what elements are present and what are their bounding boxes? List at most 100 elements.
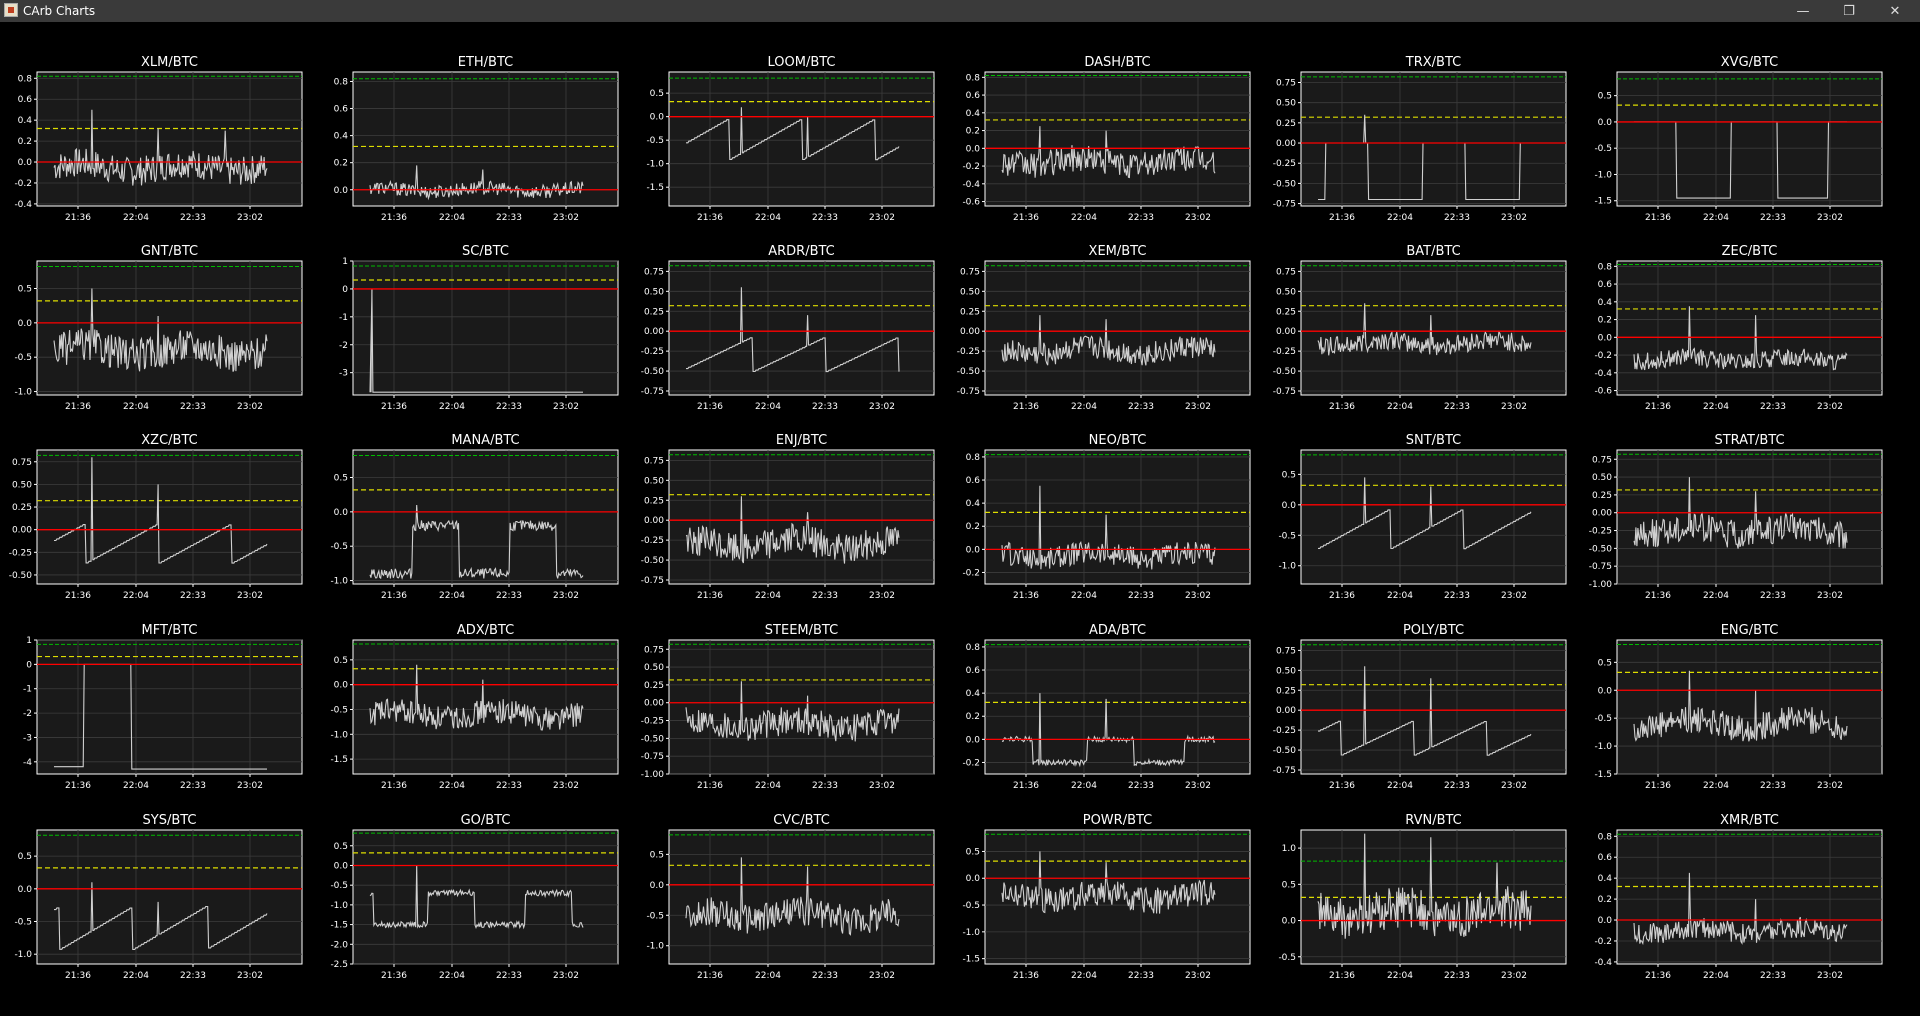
x-tick-label: 22:04 xyxy=(1703,971,1729,981)
chart-steem-btc: STEEM/BTC 0.75 0.50 0.25 0.00 -0.25 -0.50 -0.75… xyxy=(641,623,935,791)
y-tick-label: 0.25 xyxy=(644,496,664,506)
maximize-button[interactable]: ❐ xyxy=(1843,3,1855,19)
y-tick-label: 0.50 xyxy=(960,287,980,297)
x-tick-label: 23:02 xyxy=(1185,591,1211,601)
y-tick-label: 0.00 xyxy=(960,327,980,337)
y-tick-label: -2.0 xyxy=(330,940,348,950)
chart-title: STEEM/BTC xyxy=(765,623,838,638)
y-tick-label: -0.50 xyxy=(1273,367,1297,377)
chart-mft-btc: MFT/BTC 1 0 -1 -2 -3 -4 21:36 22:04 22:33 23:02 xyxy=(23,623,303,791)
y-tick-label: 0.2 xyxy=(1598,316,1612,326)
x-tick-label: 22:33 xyxy=(496,402,522,412)
y-tick-label: -0.4 xyxy=(962,180,980,190)
charts-grid: XLM/BTC 0.8 0.6 0.4 0.2 0.0 -0.2 -0.4 21:36 22:04… xyxy=(9,55,1883,981)
y-tick-label: 0.6 xyxy=(1598,853,1613,863)
plot-area xyxy=(984,260,1251,396)
y-tick-label: 0.0 xyxy=(18,319,33,329)
x-tick-label: 21:36 xyxy=(1329,402,1355,412)
y-tick-label: 0.8 xyxy=(18,74,33,84)
plot-area xyxy=(36,449,303,585)
y-tick-label: 0.6 xyxy=(966,476,981,486)
plot-area xyxy=(1300,71,1567,207)
x-tick-label: 23:02 xyxy=(1817,591,1843,601)
series-line xyxy=(1001,315,1216,366)
x-tick-label: 23:02 xyxy=(1185,971,1211,981)
y-tick-label: 0.8 xyxy=(966,73,981,83)
y-tick-label: 0.75 xyxy=(644,645,664,655)
y-tick-label: -0.50 xyxy=(641,734,665,744)
y-tick-label: 0.00 xyxy=(1592,509,1612,519)
y-tick-label: -0.50 xyxy=(1273,179,1297,189)
x-tick-label: 21:36 xyxy=(697,971,723,981)
series-line xyxy=(369,664,584,731)
x-tick-label: 22:33 xyxy=(1128,591,1154,601)
series-line xyxy=(1001,126,1216,179)
x-tick-label: 22:33 xyxy=(1444,213,1470,223)
y-tick-label: 0.25 xyxy=(644,681,664,691)
y-tick-label: 0.50 xyxy=(1276,666,1296,676)
x-tick-label: 21:36 xyxy=(381,213,407,223)
y-tick-label: 0.0 xyxy=(1598,686,1613,696)
plot-area xyxy=(668,260,935,396)
plot-area xyxy=(984,71,1251,207)
y-tick-label: 0 xyxy=(342,285,348,295)
y-tick-label: 0.0 xyxy=(1282,917,1297,927)
plot-area xyxy=(668,829,935,965)
y-tick-label: -0.2 xyxy=(1594,351,1612,361)
y-tick-label: -1.5 xyxy=(330,755,348,765)
chart-title: POWR/BTC xyxy=(1083,813,1153,828)
chart-title: BAT/BTC xyxy=(1406,244,1460,259)
chart-title: MANA/BTC xyxy=(451,433,519,448)
x-tick-label: 22:04 xyxy=(123,971,149,981)
x-tick-label: 23:02 xyxy=(869,781,895,791)
x-tick-label: 22:04 xyxy=(1387,781,1413,791)
x-tick-label: 22:04 xyxy=(755,213,781,223)
y-tick-label: 0.00 xyxy=(644,699,664,709)
x-tick-label: 22:33 xyxy=(1128,213,1154,223)
x-tick-label: 21:36 xyxy=(1013,213,1039,223)
y-tick-label: 0.0 xyxy=(966,735,981,745)
x-tick-label: 22:04 xyxy=(1071,591,1097,601)
y-tick-label: 0.0 xyxy=(1282,501,1297,511)
y-tick-label: 1 xyxy=(26,636,32,646)
minimize-button[interactable]: — xyxy=(1796,3,1810,19)
y-tick-label: 0.5 xyxy=(18,852,32,862)
y-tick-label: -1.0 xyxy=(962,928,980,938)
y-tick-label: 0.50 xyxy=(1276,287,1296,297)
chart-title: MFT/BTC xyxy=(142,623,198,638)
y-tick-label: -1.0 xyxy=(1594,742,1612,752)
plot-area xyxy=(1616,449,1883,585)
x-tick-label: 21:36 xyxy=(697,402,723,412)
y-tick-label: 0.75 xyxy=(644,456,664,466)
y-tick-label: 0.00 xyxy=(1276,706,1296,716)
x-tick-label: 23:02 xyxy=(1817,213,1843,223)
y-tick-label: 0 xyxy=(26,660,32,670)
x-tick-label: 23:02 xyxy=(1817,402,1843,412)
x-tick-label: 21:36 xyxy=(1013,591,1039,601)
x-tick-label: 22:04 xyxy=(439,781,465,791)
x-tick-label: 22:04 xyxy=(123,402,149,412)
plot-area xyxy=(352,449,619,585)
chart-title: ENJ/BTC xyxy=(776,433,827,448)
y-tick-label: 0.5 xyxy=(650,89,664,99)
x-tick-label: 21:36 xyxy=(1645,402,1671,412)
y-tick-label: -0.2 xyxy=(14,179,32,189)
y-tick-label: 0.5 xyxy=(334,842,348,852)
window-title: CArb Charts xyxy=(23,4,96,18)
chart-sys-btc: SYS/BTC 0.5 0.0 -0.5 -1.0 21:36 22:04 22:33 23:0… xyxy=(14,813,303,981)
chart-xlm-btc: XLM/BTC 0.8 0.6 0.4 0.2 0.0 -0.2 -0.4 21:36 22:04… xyxy=(14,55,303,223)
x-tick-label: 21:36 xyxy=(697,591,723,601)
x-tick-label: 21:36 xyxy=(381,781,407,791)
y-tick-label: -0.5 xyxy=(962,901,980,911)
x-tick-label: 22:04 xyxy=(439,402,465,412)
y-tick-label: 0.75 xyxy=(1276,78,1296,88)
x-tick-label: 22:04 xyxy=(755,781,781,791)
x-tick-label: 22:33 xyxy=(1760,591,1786,601)
x-tick-label: 23:02 xyxy=(553,591,579,601)
close-button[interactable]: ✕ xyxy=(1889,3,1901,19)
y-tick-label: 0.0 xyxy=(334,508,349,518)
chart-title: ENG/BTC xyxy=(1721,623,1779,638)
x-tick-label: 21:36 xyxy=(65,781,91,791)
series-line xyxy=(1001,693,1216,768)
series-line xyxy=(1318,477,1532,550)
